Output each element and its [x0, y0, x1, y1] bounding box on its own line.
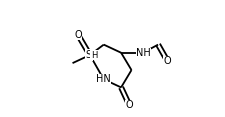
Text: S: S: [85, 50, 91, 60]
Text: NH: NH: [135, 48, 150, 58]
Text: H: H: [90, 51, 97, 60]
Text: HN: HN: [96, 74, 111, 84]
Text: O: O: [163, 56, 170, 66]
Text: O: O: [74, 30, 82, 40]
Text: O: O: [125, 100, 132, 110]
